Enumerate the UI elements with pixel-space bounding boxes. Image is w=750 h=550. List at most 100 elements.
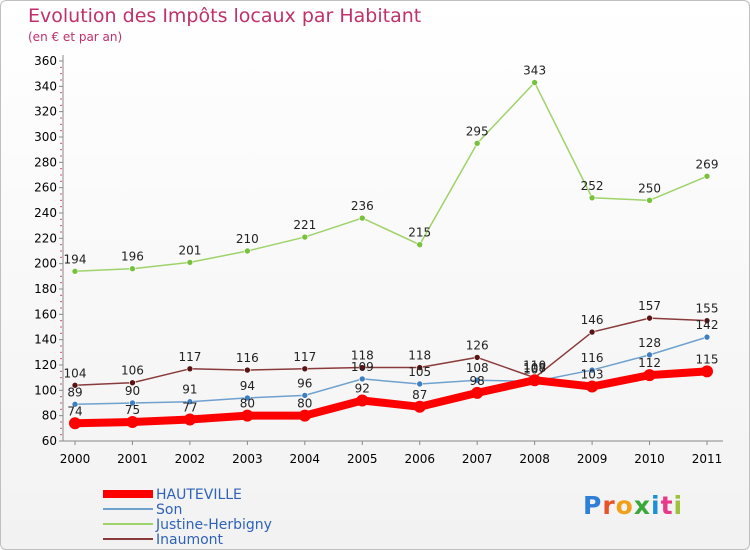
data-point (129, 379, 136, 387)
data-label: 74 (67, 404, 82, 418)
data-point (244, 394, 251, 402)
y-tick-label: 80 (42, 409, 57, 423)
y-tick-label: 120 (34, 358, 57, 372)
data-label: 107 (523, 362, 546, 376)
data-point (301, 392, 309, 399)
data-point (69, 417, 81, 430)
y-tick-label: 360 (34, 54, 57, 68)
data-label: 116 (236, 351, 259, 365)
data-point (186, 398, 194, 406)
x-tick-label: 2004 (290, 452, 321, 466)
data-label: 118 (351, 349, 374, 363)
data-label: 75 (125, 403, 140, 417)
data-point (186, 259, 194, 266)
data-label: 128 (638, 336, 661, 350)
data-point (643, 369, 656, 382)
data-label: 108 (466, 361, 489, 375)
data-label: 90 (125, 384, 140, 398)
data-label: 116 (581, 351, 604, 365)
y-tick-label: 200 (34, 257, 57, 271)
data-label: 252 (581, 179, 604, 193)
y-tick-label: 260 (34, 181, 57, 195)
data-point (416, 380, 424, 388)
data-label: 109 (351, 360, 374, 374)
series-line-justine-herbigny (74, 81, 708, 273)
data-point (301, 365, 309, 373)
series-line-inaumont (74, 317, 708, 387)
logo-letter: i (673, 491, 684, 520)
data-label: 80 (297, 397, 312, 411)
series-line-hauteville (71, 367, 711, 428)
data-label: 98 (470, 374, 485, 388)
data-point (473, 140, 481, 147)
data-point (528, 374, 541, 387)
data-label: 104 (64, 366, 87, 380)
x-tick-label: 2011 (692, 452, 723, 466)
data-label: 196 (121, 250, 144, 264)
x-tick-label: 2006 (404, 452, 435, 466)
data-point (703, 172, 711, 180)
x-tick-label: 2000 (60, 452, 91, 466)
data-label: 108 (523, 361, 546, 375)
logo-letter: r (602, 491, 616, 520)
x-tick-label: 2005 (347, 452, 378, 466)
chart-title: Evolution des Impôts locaux par Habitant (28, 5, 422, 27)
y-tick-label: 280 (34, 155, 57, 169)
data-label: 92 (355, 381, 370, 395)
data-point (416, 364, 424, 371)
data-label: 194 (64, 252, 87, 266)
data-point (244, 247, 251, 255)
data-label: 201 (178, 243, 201, 257)
y-tick-label: 140 (34, 333, 57, 347)
data-label: 210 (236, 232, 259, 246)
data-point (301, 233, 309, 241)
y-tick-label: 100 (34, 383, 57, 397)
data-point (471, 386, 484, 399)
data-point (473, 354, 481, 361)
data-point (416, 241, 424, 248)
y-tick-label: 160 (34, 307, 57, 321)
data-label: 91 (182, 383, 197, 397)
data-label: 117 (293, 350, 316, 364)
legend-label: Justine-Herbigny (155, 517, 272, 533)
data-label: 87 (412, 388, 427, 402)
data-label: 343 (523, 64, 546, 78)
data-label: 77 (182, 400, 197, 414)
data-point (186, 365, 194, 373)
data-point (588, 328, 596, 336)
data-label: 142 (696, 318, 719, 332)
data-label: 106 (121, 364, 144, 378)
data-label: 269 (696, 157, 719, 171)
data-label: 89 (67, 385, 82, 399)
series-line-son (74, 336, 708, 406)
data-point (71, 267, 79, 275)
data-point (183, 413, 196, 426)
y-tick-label: 300 (34, 130, 57, 144)
data-point (703, 317, 711, 324)
data-label: 94 (240, 379, 255, 393)
data-point (586, 380, 599, 393)
data-label: 157 (638, 299, 661, 313)
data-point (244, 366, 251, 374)
data-label: 155 (696, 302, 719, 316)
data-point (358, 375, 366, 383)
data-point (129, 265, 136, 273)
data-label: 112 (638, 356, 661, 370)
data-point (531, 79, 538, 86)
data-point (71, 400, 79, 408)
data-point (646, 351, 653, 359)
logo-letter: P (583, 491, 603, 520)
x-tick-label: 2010 (634, 452, 665, 466)
data-point (71, 381, 79, 389)
data-label: 105 (408, 365, 431, 379)
data-label: 115 (696, 352, 719, 366)
data-point (646, 314, 653, 322)
data-label: 146 (581, 313, 604, 327)
data-label: 236 (351, 199, 374, 213)
x-tick-label: 2007 (462, 452, 493, 466)
data-point (356, 394, 369, 407)
y-tick-label: 220 (34, 231, 57, 245)
data-point (413, 400, 426, 413)
